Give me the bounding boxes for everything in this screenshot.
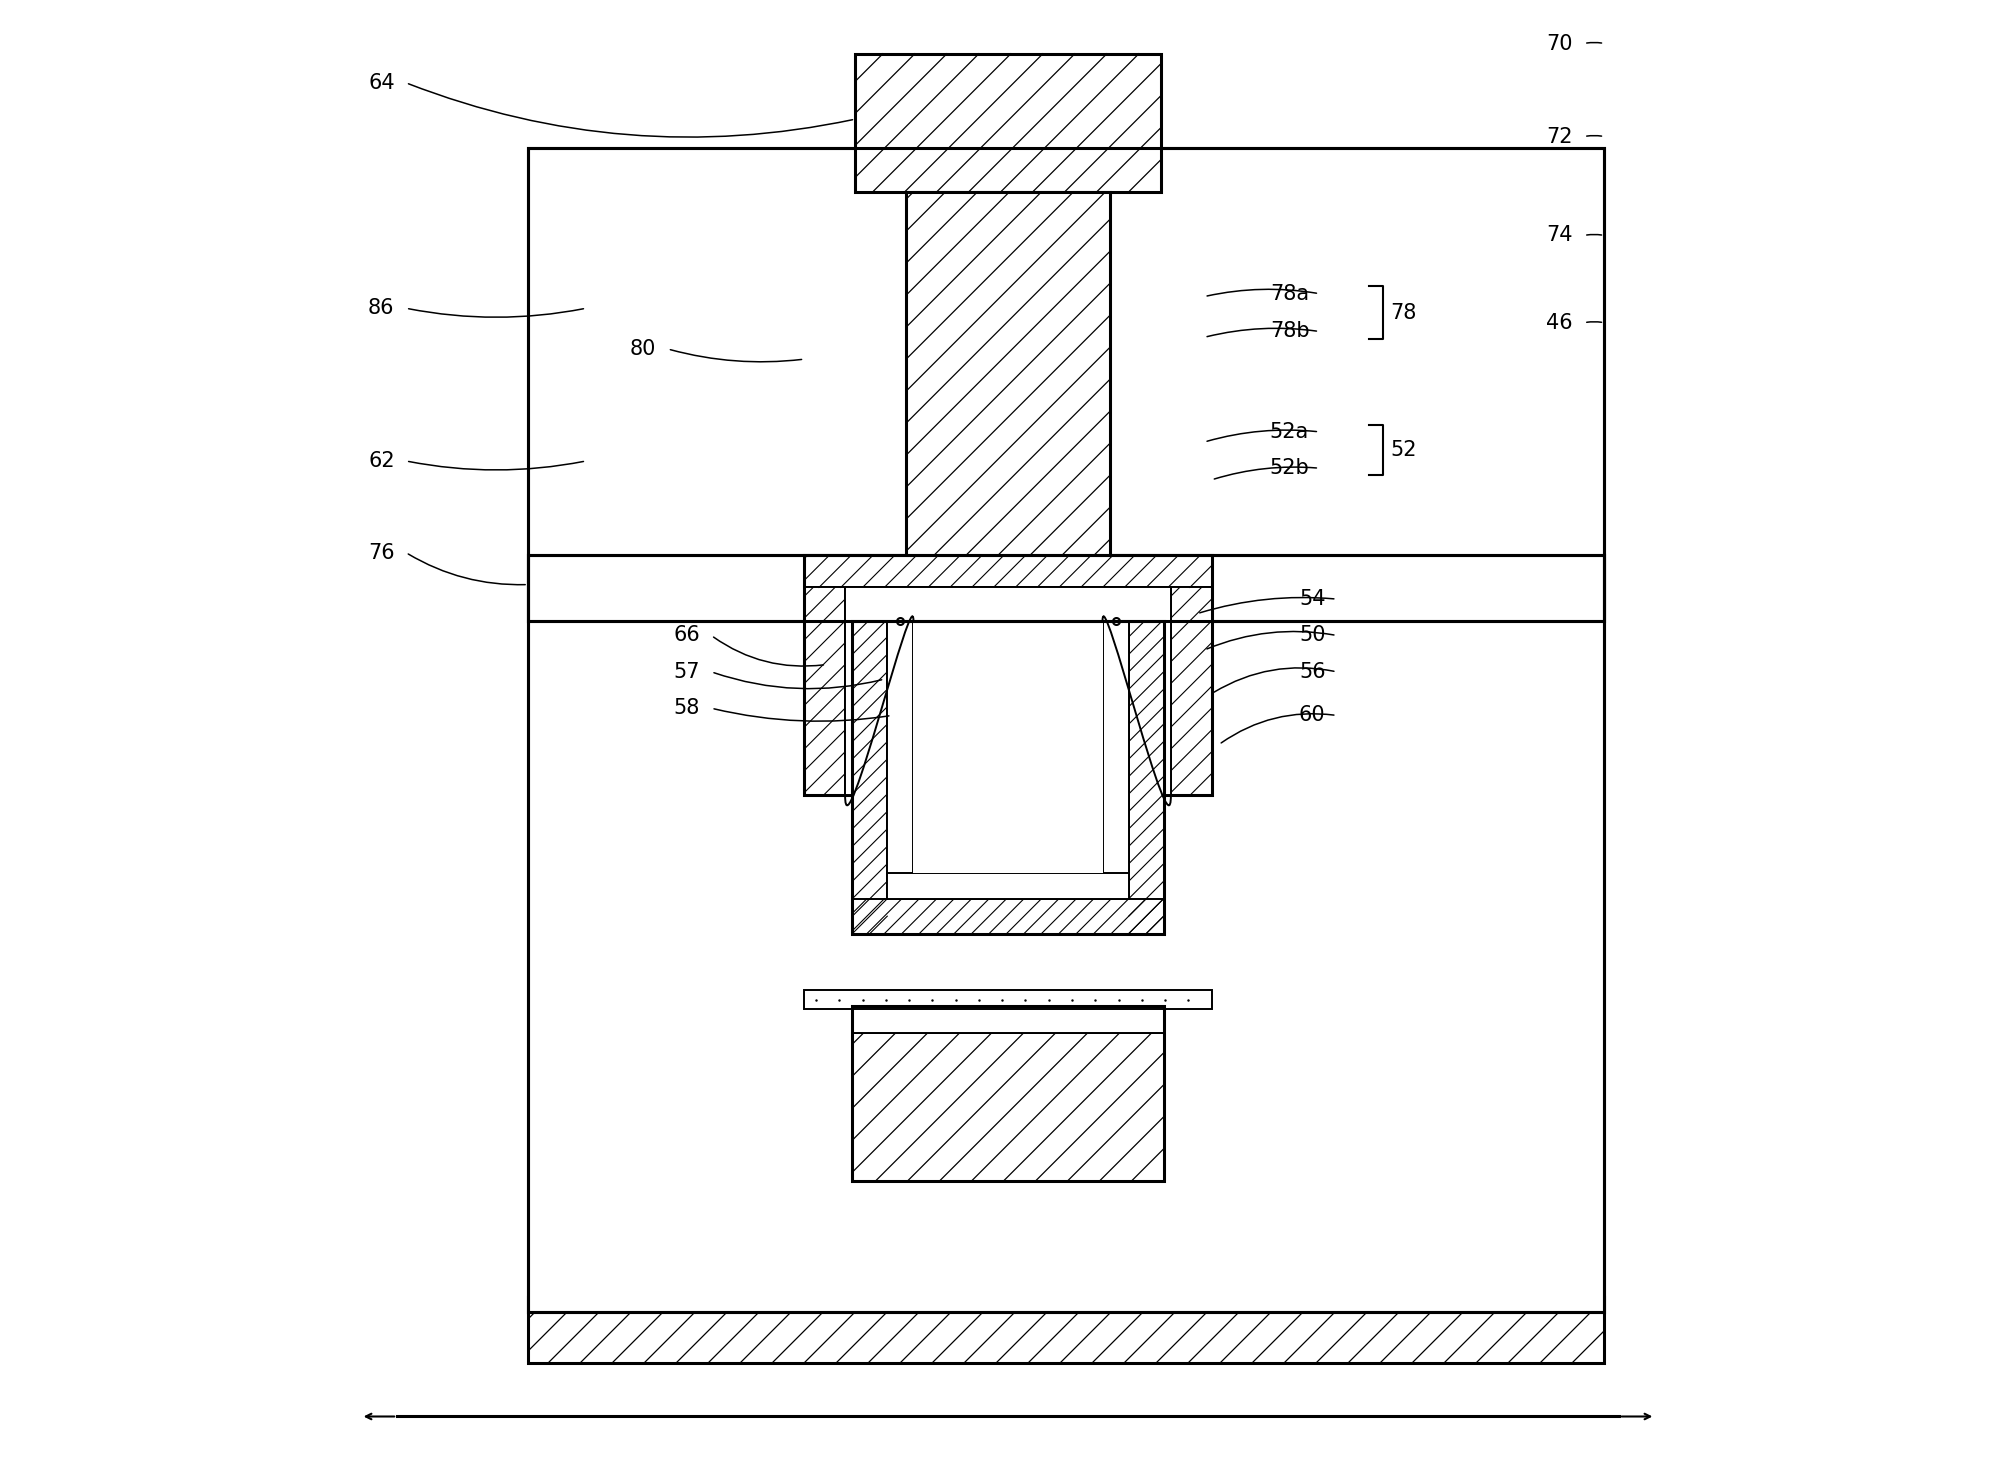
Text: 78a: 78a xyxy=(1270,283,1308,304)
Bar xyxy=(528,1298,1605,1362)
Text: 54: 54 xyxy=(1298,588,1325,609)
Bar xyxy=(853,1032,1163,1181)
Text: 80: 80 xyxy=(629,339,657,359)
Bar xyxy=(855,54,1161,191)
Bar xyxy=(845,587,1171,796)
Bar xyxy=(853,1006,1163,1032)
Text: 46: 46 xyxy=(1546,312,1572,333)
Bar xyxy=(528,149,1605,1311)
Text: 52a: 52a xyxy=(1270,422,1308,442)
Text: 72: 72 xyxy=(1546,127,1572,146)
Text: 78b: 78b xyxy=(1270,321,1310,342)
Text: 64: 64 xyxy=(369,73,395,93)
Text: 74: 74 xyxy=(1546,225,1572,245)
Bar xyxy=(853,620,1163,933)
Bar xyxy=(804,990,1212,1009)
Bar xyxy=(853,1006,1163,1181)
Bar xyxy=(1171,587,1212,796)
Bar xyxy=(1103,620,1129,899)
Bar xyxy=(804,587,845,796)
Text: 56: 56 xyxy=(1298,661,1325,682)
Bar xyxy=(887,620,913,899)
Bar xyxy=(853,620,1163,933)
Text: 52b: 52b xyxy=(1270,458,1310,479)
Text: 66: 66 xyxy=(673,625,700,645)
Bar xyxy=(887,873,1129,899)
Bar xyxy=(804,555,1212,796)
Bar xyxy=(853,899,1163,933)
Text: 76: 76 xyxy=(369,543,395,562)
Bar xyxy=(853,620,887,933)
Bar xyxy=(528,149,1605,1311)
Bar xyxy=(804,555,1212,587)
Bar xyxy=(905,191,1111,796)
Text: 62: 62 xyxy=(369,451,395,472)
Bar xyxy=(804,555,1212,796)
Text: 78: 78 xyxy=(1391,302,1417,323)
Bar xyxy=(528,555,1605,620)
Text: 57: 57 xyxy=(673,661,700,682)
Bar xyxy=(913,620,1103,873)
Text: 52: 52 xyxy=(1391,439,1417,460)
Text: 60: 60 xyxy=(1298,705,1325,726)
Bar xyxy=(1129,620,1163,933)
Text: 58: 58 xyxy=(673,698,700,718)
Text: 70: 70 xyxy=(1546,34,1572,54)
Text: 50: 50 xyxy=(1298,625,1325,645)
Bar xyxy=(528,555,1605,620)
Text: 86: 86 xyxy=(369,298,395,318)
